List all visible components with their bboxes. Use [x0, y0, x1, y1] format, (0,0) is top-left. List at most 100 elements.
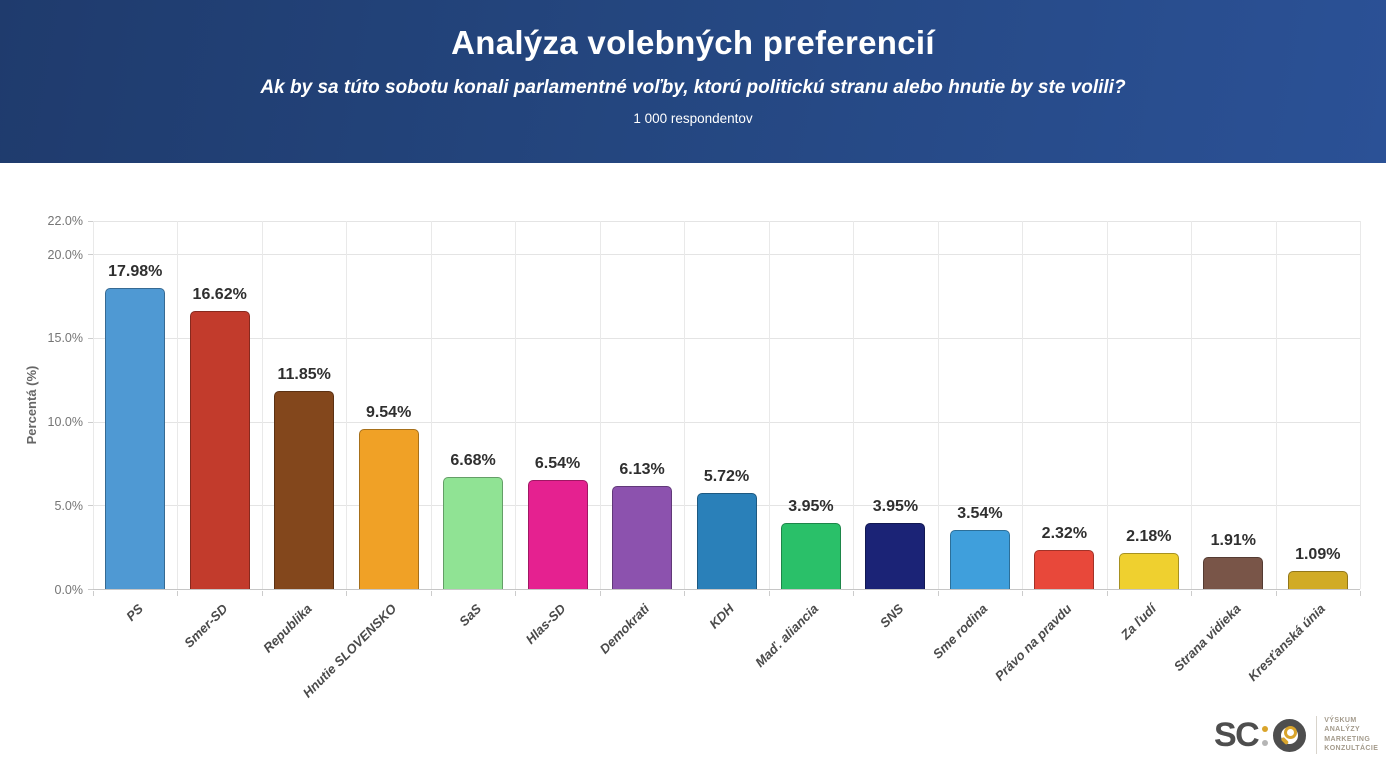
v-gridline	[1106, 221, 1108, 589]
logo-divider	[1316, 716, 1318, 754]
v-gridline	[1191, 221, 1193, 589]
logo-tagline-line: KONZULTÁCIE	[1324, 745, 1379, 753]
bar-Kresťanská únia[interactable]	[1287, 570, 1348, 589]
bar-value-label: 2.18%	[1126, 527, 1172, 545]
bar-value-label: 5.72%	[703, 468, 750, 486]
x-tick-mark	[1022, 591, 1024, 596]
scio-logo: SC VÝSKUM ANALÝZY MARKETING KONZULTÁCIE	[1214, 712, 1378, 758]
bar-value-label: 17.98%	[108, 263, 163, 281]
v-gridline	[1360, 221, 1361, 589]
bar-value-label: 11.85%	[277, 365, 331, 383]
y-axis: 0.0% 5.0% 10.0% 15.0% 20.0% 22.0%	[0, 214, 88, 597]
x-tick-mark	[1106, 591, 1108, 596]
v-gridline	[346, 221, 348, 589]
page-title: Analýza volebných preferencií	[451, 24, 935, 61]
x-axis-label: Kresťanská únia	[1245, 601, 1329, 684]
x-tick-mark	[346, 591, 348, 596]
bar-KDH[interactable]	[696, 493, 757, 589]
x-tick-mark	[430, 591, 432, 596]
bar-Smer-SD[interactable]	[189, 311, 250, 589]
x-axis-label: Smer-SD	[180, 601, 231, 651]
x-tick-mark	[937, 591, 939, 596]
bar-value-label: 1.09%	[1295, 545, 1341, 563]
logo-tagline-line: ANALÝZY	[1324, 726, 1361, 734]
y-axis-tick-label: 10.0%	[47, 415, 83, 430]
x-axis-label: Sme rodina	[929, 601, 991, 662]
x-axis-label: Republika	[260, 601, 315, 656]
bar-Hnutie SLOVENSKO[interactable]	[358, 429, 419, 589]
x-axis-label: SaS	[455, 601, 484, 629]
x-tick-mark	[1360, 591, 1361, 596]
bar-Za ľudí[interactable]	[1118, 552, 1179, 589]
v-gridline	[853, 221, 855, 589]
bar-PS[interactable]	[105, 288, 166, 589]
y-tick-mark	[88, 338, 93, 340]
h-gridline	[93, 421, 1360, 423]
bar-Strana vidieka[interactable]	[1203, 557, 1264, 589]
bar-value-label: 3.95%	[788, 497, 834, 515]
bar-Právo na pravdu[interactable]	[1034, 550, 1095, 589]
x-axis: PS Smer-SD Republika Hnutie SLOVENSKO SaS Hla…	[93, 591, 1361, 731]
h-gridline	[93, 338, 1360, 340]
x-axis-label: Za ľudí	[1118, 601, 1160, 643]
logo-dot-gold	[1262, 726, 1269, 732]
x-tick-mark	[1275, 591, 1277, 596]
bar-value-label: 16.62%	[192, 286, 247, 303]
x-tick-mark	[1191, 591, 1193, 596]
y-tick-mark	[88, 421, 93, 423]
x-tick-mark	[261, 591, 263, 596]
respondent-count: 1 000 respondentov	[633, 111, 753, 126]
v-gridline	[599, 221, 601, 589]
y-tick-mark	[88, 221, 93, 222]
v-gridline	[1275, 221, 1277, 589]
x-axis-label: SNS	[876, 601, 907, 631]
v-gridline	[177, 221, 179, 589]
logo-tagline: VÝSKUM ANALÝZY MARKETING KONZULTÁCIE	[1324, 717, 1378, 754]
bar-value-label: 6.54%	[534, 454, 581, 472]
plot-area: 17.98% 16.62% 11.85% 9.54% 6.68% 6.54% 6.13% 5.…	[88, 221, 1361, 590]
x-axis-label: Demokrati	[597, 601, 653, 657]
x-axis-label: Hlas-SD	[522, 601, 569, 647]
logo-dot-gray	[1262, 740, 1269, 746]
v-gridline	[515, 221, 517, 589]
v-gridline	[937, 221, 939, 589]
x-axis-label: Maď. aliancia	[752, 601, 822, 671]
bar-Maď. aliancia[interactable]	[780, 522, 841, 589]
bar-value-label: 6.68%	[450, 452, 496, 470]
logo-o-ring	[1273, 718, 1307, 752]
x-tick-mark	[177, 591, 179, 596]
v-gridline	[261, 221, 263, 589]
bar-value-label: 3.95%	[872, 497, 919, 515]
x-axis-label: Hnutie SLOVENSKO	[299, 601, 400, 701]
logo-colon-icon	[1262, 726, 1269, 746]
v-gridline	[768, 221, 770, 589]
h-gridline	[93, 254, 1360, 256]
y-tick-mark	[88, 589, 93, 590]
survey-question: Ak by sa túto sobotu konali parlamentné …	[260, 77, 1126, 98]
bar-Sme rodina[interactable]	[949, 529, 1010, 589]
bar-Demokrati[interactable]	[612, 486, 673, 589]
v-gridline	[1022, 221, 1024, 589]
bar-SNS[interactable]	[865, 522, 926, 589]
bar-SaS[interactable]	[443, 477, 504, 589]
logo-tagline-line: VÝSKUM	[1324, 716, 1357, 724]
logo-text-sc: SC	[1214, 716, 1260, 754]
v-gridline	[93, 221, 94, 589]
x-tick-mark	[599, 591, 601, 596]
y-axis-tick-label: 15.0%	[47, 331, 83, 346]
bar-value-label: 6.13%	[619, 461, 665, 479]
v-gridline	[684, 221, 686, 589]
y-axis-tick-label: 5.0%	[54, 499, 84, 514]
x-axis-label: PS	[122, 601, 146, 624]
bar-Republika[interactable]	[274, 390, 335, 589]
magnifier-lens	[1284, 725, 1298, 739]
x-tick-mark	[93, 591, 94, 596]
x-axis-label: KDH	[706, 601, 738, 632]
x-tick-mark	[768, 591, 770, 596]
bar-Hlas-SD[interactable]	[527, 479, 588, 589]
bar-value-label: 3.54%	[957, 504, 1003, 522]
x-axis-label: Strana vidieka	[1170, 601, 1244, 674]
x-tick-mark	[853, 591, 855, 596]
magnifier-icon	[1273, 718, 1307, 752]
